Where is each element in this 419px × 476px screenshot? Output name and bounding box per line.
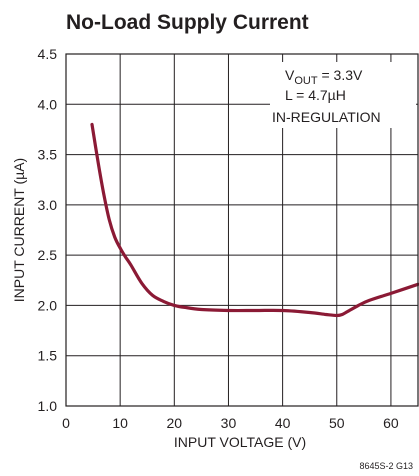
annotation-mode: IN-REGULATION <box>272 109 381 125</box>
annotation-vout: VOUT = 3.3V <box>285 67 363 87</box>
x-tick-label: 50 <box>329 415 345 431</box>
y-tick-label: 3.0 <box>38 197 58 213</box>
y-tick-label: 4.0 <box>38 96 58 112</box>
y-tick-label: 1.0 <box>38 398 58 414</box>
y-tick-labels: 1.0 1.5 2.0 2.5 3.0 3.5 4.0 4.5 <box>38 46 58 414</box>
annotation-background <box>270 62 416 128</box>
y-tick-label: 2.0 <box>38 297 58 313</box>
annotation-box: VOUT = 3.3V L = 4.7µH IN-REGULATION <box>270 62 416 128</box>
x-tick-label: 0 <box>62 415 70 431</box>
vout-subscript: OUT <box>294 75 318 87</box>
x-tick-label: 60 <box>383 415 399 431</box>
y-tick-label: 3.5 <box>38 147 58 163</box>
chart-title: No-Load Supply Current <box>66 11 309 34</box>
plot-frame <box>65 53 419 407</box>
annotation-inductance: L = 4.7µH <box>285 87 346 103</box>
y-axis-label: INPUT CURRENT (µA) <box>11 158 27 302</box>
x-tick-label: 40 <box>275 415 291 431</box>
plot-area <box>90 122 419 318</box>
x-tick-labels: 0 10 20 30 40 50 60 <box>62 415 399 431</box>
y-tick-label: 2.5 <box>38 247 58 263</box>
series-line <box>90 122 419 318</box>
x-axis-label: INPUT VOLTAGE (V) <box>174 434 306 450</box>
vout-prefix: V <box>285 67 295 83</box>
y-tick-label: 4.5 <box>38 46 58 62</box>
x-tick-label: 20 <box>167 415 183 431</box>
x-tick-label: 10 <box>112 415 128 431</box>
y-tick-label: 1.5 <box>38 348 58 364</box>
figure-id: 8645S-2 G13 <box>359 461 413 471</box>
x-tick-label: 30 <box>221 415 237 431</box>
vout-value: = 3.3V <box>318 67 363 83</box>
